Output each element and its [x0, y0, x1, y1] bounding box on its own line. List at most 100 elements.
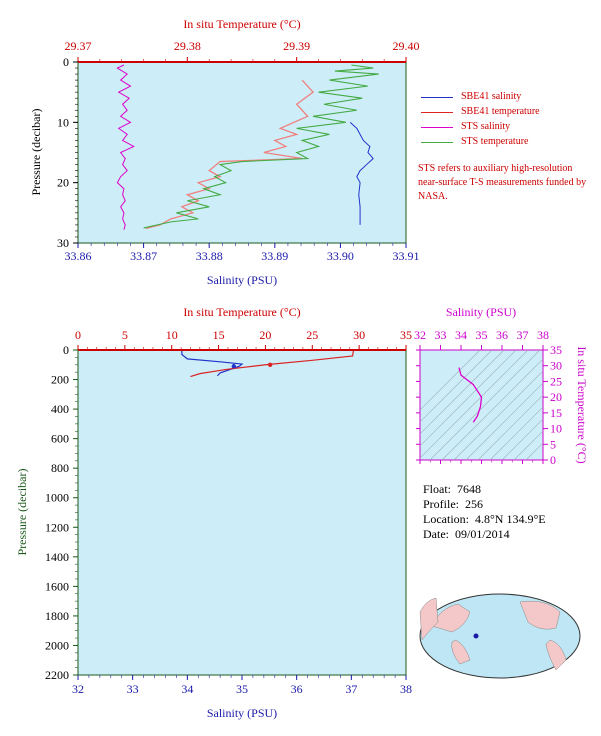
map-landmass-america-north: [519, 600, 561, 630]
float-info: Float: 7648: [423, 482, 481, 497]
pressure-tick-label: 600: [51, 432, 69, 446]
ts-sal-tick-label: 38: [537, 328, 549, 342]
temp-tick-label: 20: [259, 328, 271, 342]
temp-tick-label: 35: [400, 328, 412, 342]
ts-sal-tick-label: 34: [455, 328, 467, 342]
top-series-temperature-trace: [145, 79, 315, 230]
sal-tick-label: 33.86: [65, 249, 92, 263]
ts-series-line: [458, 367, 483, 423]
legend-swatch: [421, 97, 453, 98]
pressure-tick-label: 400: [51, 402, 69, 416]
top-series-sts-salinity: [116, 64, 135, 230]
pressure-tick-label: 30: [57, 236, 69, 250]
legend-label: SBE41 salinity: [461, 91, 522, 102]
date-info: Date: 09/01/2014: [423, 527, 510, 542]
ts-sal-tick-label: 33: [435, 328, 447, 342]
sal-tick-label: 38: [400, 682, 412, 696]
temp-tick-label: 15: [213, 328, 225, 342]
pressure-tick-label: 1000: [45, 491, 69, 505]
legend-swatch: [421, 112, 453, 113]
top-series-layer: [116, 64, 379, 230]
temp-tick-label: 10: [166, 328, 178, 342]
top-axes: 33.86 33.87 33.88 33.89 33.90 33.91 29.37 29.38…: [57, 39, 420, 263]
date-value: 09/01/2014: [455, 527, 510, 541]
ts-sal-tick-label: 32: [414, 328, 426, 342]
density-contour: [453, 370, 543, 460]
legend-label: SBE41 temperature: [461, 106, 540, 117]
float-label: Float:: [423, 482, 452, 496]
legend-label: STS salinity: [461, 121, 511, 132]
ts-temp-tick-label: 10: [550, 422, 562, 436]
pressure-tick-label: 2200: [45, 668, 69, 682]
density-contour: [525, 442, 543, 460]
bottom-panel: 32 33 34 35 36 37 38 0 5 10 15 20 25 30 35 0 200 400 600 80…: [15, 305, 412, 720]
bottom-sal-axis-title: Salinity (PSU): [207, 706, 277, 720]
density-contour: [489, 406, 543, 460]
bottom-pressure-axis-title: Pressure (decibar): [15, 469, 29, 556]
sal-tick-label: 33.91: [393, 249, 420, 263]
density-contour: [420, 350, 505, 435]
ts-density-contours: [420, 350, 543, 460]
ts-temp-tick-label: 35: [550, 343, 562, 357]
temp-tick-label: 30: [353, 328, 365, 342]
legend-label: STS temperature: [461, 136, 529, 147]
map-landmass-asia: [431, 603, 471, 633]
pressure-tick-label: 200: [51, 373, 69, 387]
density-contour: [501, 418, 543, 460]
pressure-tick-label: 1600: [45, 579, 69, 593]
sal-tick-label: 32: [72, 682, 84, 696]
ts-temp-tick-label: 30: [550, 359, 562, 373]
pressure-tick-label: 1200: [45, 520, 69, 534]
pressure-tick-label: 800: [51, 461, 69, 475]
top-pressure-axis-title: Pressure (decibar): [29, 109, 43, 196]
density-contour: [420, 350, 493, 423]
ts-series-layer: [458, 367, 483, 423]
density-contour: [477, 394, 543, 460]
sal-tick-label: 33.90: [327, 249, 354, 263]
temp-tick-label: 0: [75, 328, 81, 342]
profile-value: 256: [465, 497, 483, 511]
density-contour: [420, 350, 481, 411]
sts-note: STS refers to auxiliary high-resolution …: [418, 163, 587, 202]
pressure-tick-label: 1400: [45, 550, 69, 564]
pressure-tick-label: 20: [57, 176, 69, 190]
float-value: 7648: [457, 482, 482, 496]
profile-info: Profile: 256: [423, 497, 483, 512]
sal-tick-label: 34: [181, 682, 193, 696]
sal-tick-label: 33.88: [196, 249, 223, 263]
date-label: Date:: [423, 527, 449, 541]
map-landmass-europe-africa: [419, 597, 439, 641]
bottom-marker-temperature: [267, 362, 273, 367]
top-panel: 33.86 33.87 33.88 33.89 33.90 33.91 29.37 29.38…: [29, 17, 420, 287]
sal-tick-label: 33: [127, 682, 139, 696]
temp-tick-label: 29.37: [65, 39, 92, 53]
top-sal-axis-title: Salinity (PSU): [207, 273, 277, 287]
density-contour: [420, 350, 529, 459]
legend-swatch: [421, 127, 453, 128]
sal-tick-label: 33.89: [261, 249, 288, 263]
float-location-marker: [473, 633, 479, 639]
map-landmass-australia: [451, 639, 471, 665]
top-temp-axis-title: In situ Temperature (°C): [183, 17, 300, 31]
sal-tick-label: 37: [345, 682, 357, 696]
map-landmass-america-south: [545, 639, 567, 671]
bottom-series-layer: [181, 349, 355, 378]
top-series-sts-temperature: [143, 64, 379, 229]
pressure-tick-label: 0: [63, 55, 69, 69]
pressure-tick-label: 10: [57, 115, 69, 129]
ts-sal-tick-label: 37: [517, 328, 529, 342]
ts-sal-tick-label: 35: [476, 328, 488, 342]
profile-label: Profile:: [423, 497, 459, 511]
density-contour: [441, 358, 543, 460]
temp-tick-label: 25: [306, 328, 318, 342]
ts-sal-axis-title: Salinity (PSU): [446, 305, 516, 319]
ts-plot-area: [419, 349, 544, 461]
temp-tick-label: 29.40: [393, 39, 420, 53]
pressure-tick-label: 1800: [45, 609, 69, 623]
bottom-marker-salinity: [231, 364, 236, 369]
top-series-sbe41-salinity: [349, 121, 374, 225]
bottom-axes: 32 33 34 35 36 37 38 0 5 10 15 20 25 30 35 0 200 400 600 80…: [45, 328, 412, 696]
